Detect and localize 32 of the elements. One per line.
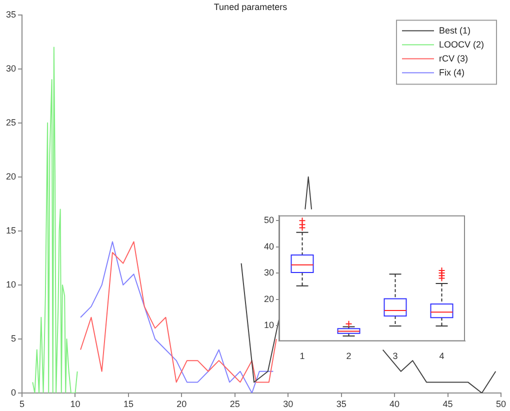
x-tick-label: 4: [439, 351, 444, 362]
x-tick-label: 2: [346, 351, 352, 362]
x-tick-label: 25: [230, 398, 240, 409]
legend-label: LOOCV (2): [439, 39, 484, 50]
x-tick-label: 35: [336, 398, 346, 409]
x-tick-label: 20: [176, 398, 187, 409]
y-tick-label: 35: [6, 9, 16, 20]
x-tick-label: 40: [390, 398, 400, 409]
y-tick-label: 10: [6, 279, 16, 290]
y-tick-label: 15: [6, 225, 16, 236]
x-tick-label: 5: [19, 398, 25, 409]
x-tick-label: 50: [496, 398, 506, 409]
y-tick-label: 30: [6, 63, 16, 74]
x-tick-label: 45: [442, 398, 453, 409]
y-tick-label: 5: [10, 333, 16, 344]
chart-title: Tuned parameters: [214, 2, 288, 12]
y-tick-label: 50: [264, 215, 274, 226]
x-tick-label: 15: [123, 398, 134, 409]
x-tick-label: 10: [70, 398, 80, 409]
y-tick-label: 40: [264, 241, 274, 252]
legend-label: Fix (4): [439, 67, 464, 78]
y-tick-label: 30: [264, 268, 274, 278]
x-tick-label: 30: [283, 398, 294, 409]
x-tick-label: 3: [392, 351, 398, 362]
y-tick-label: 25: [6, 117, 16, 128]
y-tick-label: 20: [6, 171, 16, 182]
y-tick-label: 0: [10, 387, 16, 398]
x-tick-label: 1: [300, 351, 305, 362]
legend-label: rCV (3): [439, 53, 468, 64]
legend-label: Best (1): [439, 25, 471, 36]
y-tick-label: 10: [264, 320, 274, 330]
y-tick-label: 20: [264, 294, 274, 304]
